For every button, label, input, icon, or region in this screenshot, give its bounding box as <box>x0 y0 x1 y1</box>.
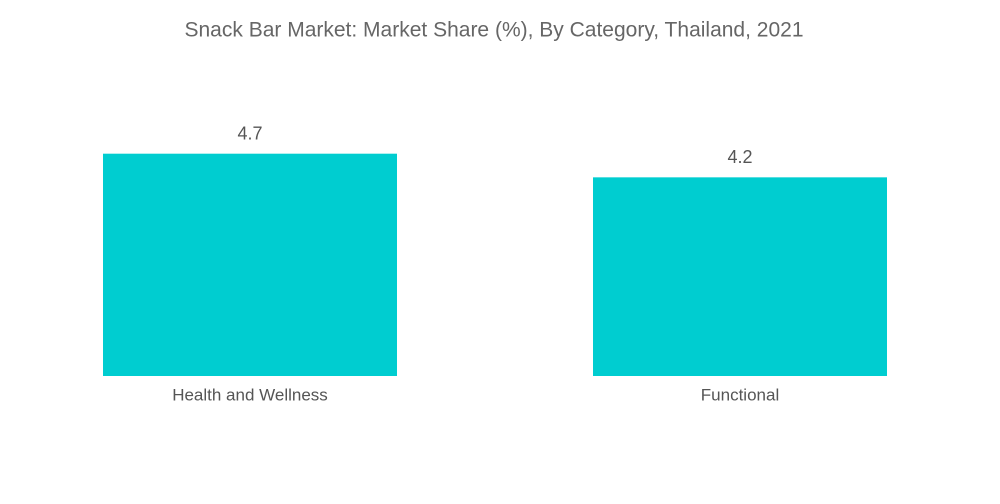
data-label: 4.2 <box>727 147 752 167</box>
x-tick-label: Health and Wellness <box>172 385 328 404</box>
x-tick-label: Functional <box>701 385 779 404</box>
chart-title: Snack Bar Market: Market Share (%), By C… <box>185 19 804 42</box>
bar <box>103 153 397 376</box>
bar <box>593 177 887 376</box>
data-label: 4.7 <box>237 123 262 143</box>
